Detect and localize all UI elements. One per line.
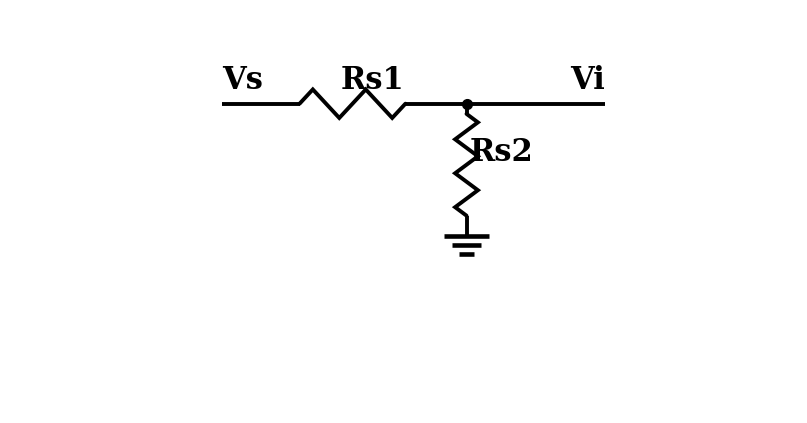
Text: Rs1: Rs1 xyxy=(341,66,404,96)
Text: Vi: Vi xyxy=(571,66,605,96)
Text: Rs2: Rs2 xyxy=(470,137,533,168)
Text: Vs: Vs xyxy=(222,66,263,96)
